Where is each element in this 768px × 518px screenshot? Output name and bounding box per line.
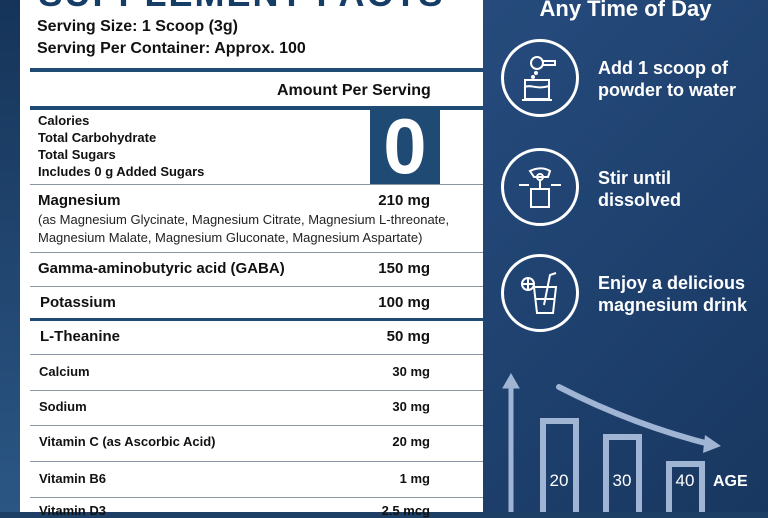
nutrient-name: Vitamin D3 <box>39 503 106 518</box>
bar-label: 20 <box>550 471 569 490</box>
nutrient-name: Vitamin C (as Ascorbic Acid) <box>39 434 216 449</box>
divider <box>30 318 483 321</box>
bar-20 <box>540 418 579 512</box>
nutrient-amount: 30 mg <box>392 364 430 379</box>
serving-size: Serving Size: 1 Scoop (3g) <box>37 18 238 35</box>
nutrient-amount: 20 mg <box>392 434 430 449</box>
added-sugars-label: Includes 0 g Added Sugars <box>38 164 205 179</box>
step-2-text: Stir until dissolved <box>598 167 681 211</box>
step-line: magnesium drink <box>598 295 748 315</box>
magnesium-amount: 210 mg <box>378 192 430 209</box>
step-3-text: Enjoy a delicious magnesium drink <box>598 272 747 316</box>
age-decline-graphic: 20 30 40 AGE <box>502 372 748 512</box>
servings-per-container: Serving Per Container: Approx. 100 <box>37 40 306 57</box>
nutrient-name: Sodium <box>39 399 87 414</box>
bar-label: 30 <box>613 471 632 490</box>
nutrient-name: Calcium <box>39 364 90 379</box>
step-line: Stir until <box>598 168 671 188</box>
decline-arrow <box>556 384 716 448</box>
magnesium-forms: Magnesium Malate, Magnesium Gluconate, M… <box>38 230 423 245</box>
stir-glass-icon <box>501 148 579 226</box>
directions-title: Any Time of Day <box>539 0 712 21</box>
nutrient-amount: 30 mg <box>392 399 430 414</box>
step-line: dissolved <box>598 190 682 210</box>
bar-30 <box>603 434 642 512</box>
left-border <box>0 0 20 512</box>
nutrient-name: L-Theanine <box>40 328 121 345</box>
nutrient-name: Vitamin B6 <box>39 471 106 486</box>
y-axis-arrow <box>502 372 520 512</box>
nutrient-amount: 50 mg <box>386 328 430 345</box>
step-line: Enjoy a delicious <box>598 273 746 293</box>
calories-label: Calories <box>38 113 90 128</box>
divider <box>30 354 483 355</box>
divider <box>30 425 483 426</box>
nutrient-amount: 100 mg <box>378 294 430 311</box>
supplement-facts-panel <box>20 0 483 512</box>
divider <box>30 461 483 462</box>
nutrient-amount: 150 mg <box>378 260 430 277</box>
total-sugars-label: Total Sugars <box>38 147 116 162</box>
zero-value-box: 0 <box>370 107 440 185</box>
drink-with-lemon-icon <box>501 254 579 332</box>
nutrient-amount: 2.5 mcg <box>381 503 430 518</box>
divider <box>30 252 483 253</box>
bar-40 <box>666 461 705 512</box>
step-1-text: Add 1 scoop of powder to water <box>598 57 736 101</box>
divider <box>30 390 483 391</box>
facts-title: SUPPLEMENT FACTS <box>0 0 483 14</box>
magnesium-name: Magnesium <box>38 192 121 209</box>
decline-arrowhead <box>703 435 721 453</box>
divider <box>30 286 483 287</box>
bar-label: 40 <box>676 471 695 490</box>
nutrient-name: Potassium <box>40 294 116 311</box>
nutrient-amount: 1 mg <box>399 471 430 486</box>
amount-header: Amount Per Serving <box>277 82 431 99</box>
total-carbohydrate-label: Total Carbohydrate <box>38 130 157 145</box>
age-axis-label: AGE <box>713 473 748 490</box>
divider <box>30 68 483 72</box>
nutrient-name: Gamma-aminobutyric acid (GABA) <box>38 260 285 277</box>
divider <box>30 184 483 185</box>
divider <box>30 106 483 110</box>
magnesium-forms: (as Magnesium Glycinate, Magnesium Citra… <box>38 212 450 227</box>
step-line: Add 1 scoop of <box>598 58 728 78</box>
scoop-into-glass-icon <box>501 39 579 117</box>
step-line: powder to water <box>598 80 737 100</box>
divider <box>30 497 483 498</box>
